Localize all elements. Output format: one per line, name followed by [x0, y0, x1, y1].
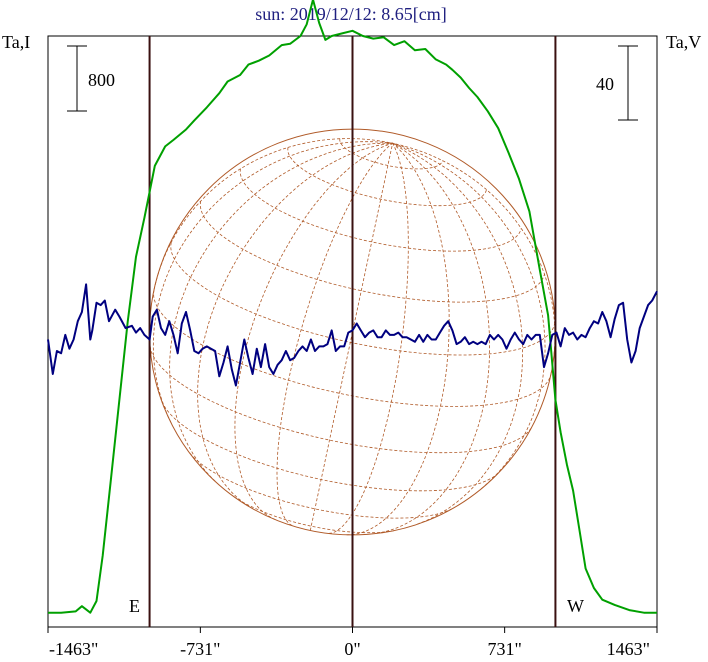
- longitude-line: [376, 142, 490, 534]
- chart-title: sun: 2019/12/12: 8.65[cm]: [255, 4, 447, 24]
- x-tick-label: 0": [344, 639, 360, 659]
- y-axis-label-right: Ta,V: [666, 32, 701, 52]
- latitude-line: [161, 401, 499, 492]
- plot-area: [47, 0, 658, 628]
- x-tick-label: -1463": [49, 639, 98, 659]
- x-tick-label: -731": [180, 639, 220, 659]
- longitude-line: [169, 142, 393, 482]
- scale-bar-left-label: 800: [88, 70, 115, 90]
- scale-bar-left: 800: [67, 45, 115, 112]
- series-line-stokes-v: [47, 283, 658, 387]
- latitude-line: [149, 346, 532, 454]
- longitude-line: [152, 141, 393, 423]
- latitude-line: [287, 147, 487, 207]
- west-limb-label: W: [567, 596, 584, 616]
- scale-bar-right-label: 40: [596, 74, 614, 94]
- longitude-line: [234, 142, 393, 521]
- series-line-stokes-i: [48, 0, 657, 614]
- latitude-line: [170, 242, 555, 356]
- longitude-line: [197, 142, 393, 507]
- latitude-line: [239, 168, 522, 252]
- longitude-line: [309, 143, 393, 531]
- longitude-line: [276, 142, 393, 526]
- scale-bar-right: 40: [596, 45, 638, 121]
- longitude-line: [346, 142, 450, 536]
- east-limb-label: E: [129, 596, 140, 616]
- longitude-line: [392, 142, 523, 525]
- x-axis-ticks: -1463" -731" 0" 731" 1463": [47, 627, 658, 659]
- latitude-line: [199, 201, 545, 303]
- latitude-line: [189, 452, 453, 519]
- x-tick-label: 731": [487, 639, 521, 659]
- x-tick-label: 1463": [607, 639, 650, 659]
- longitude-line: [392, 142, 546, 490]
- longitude-line: [153, 138, 393, 290]
- y-axis-label-left: Ta,I: [2, 32, 30, 52]
- longitude-line: [328, 143, 409, 534]
